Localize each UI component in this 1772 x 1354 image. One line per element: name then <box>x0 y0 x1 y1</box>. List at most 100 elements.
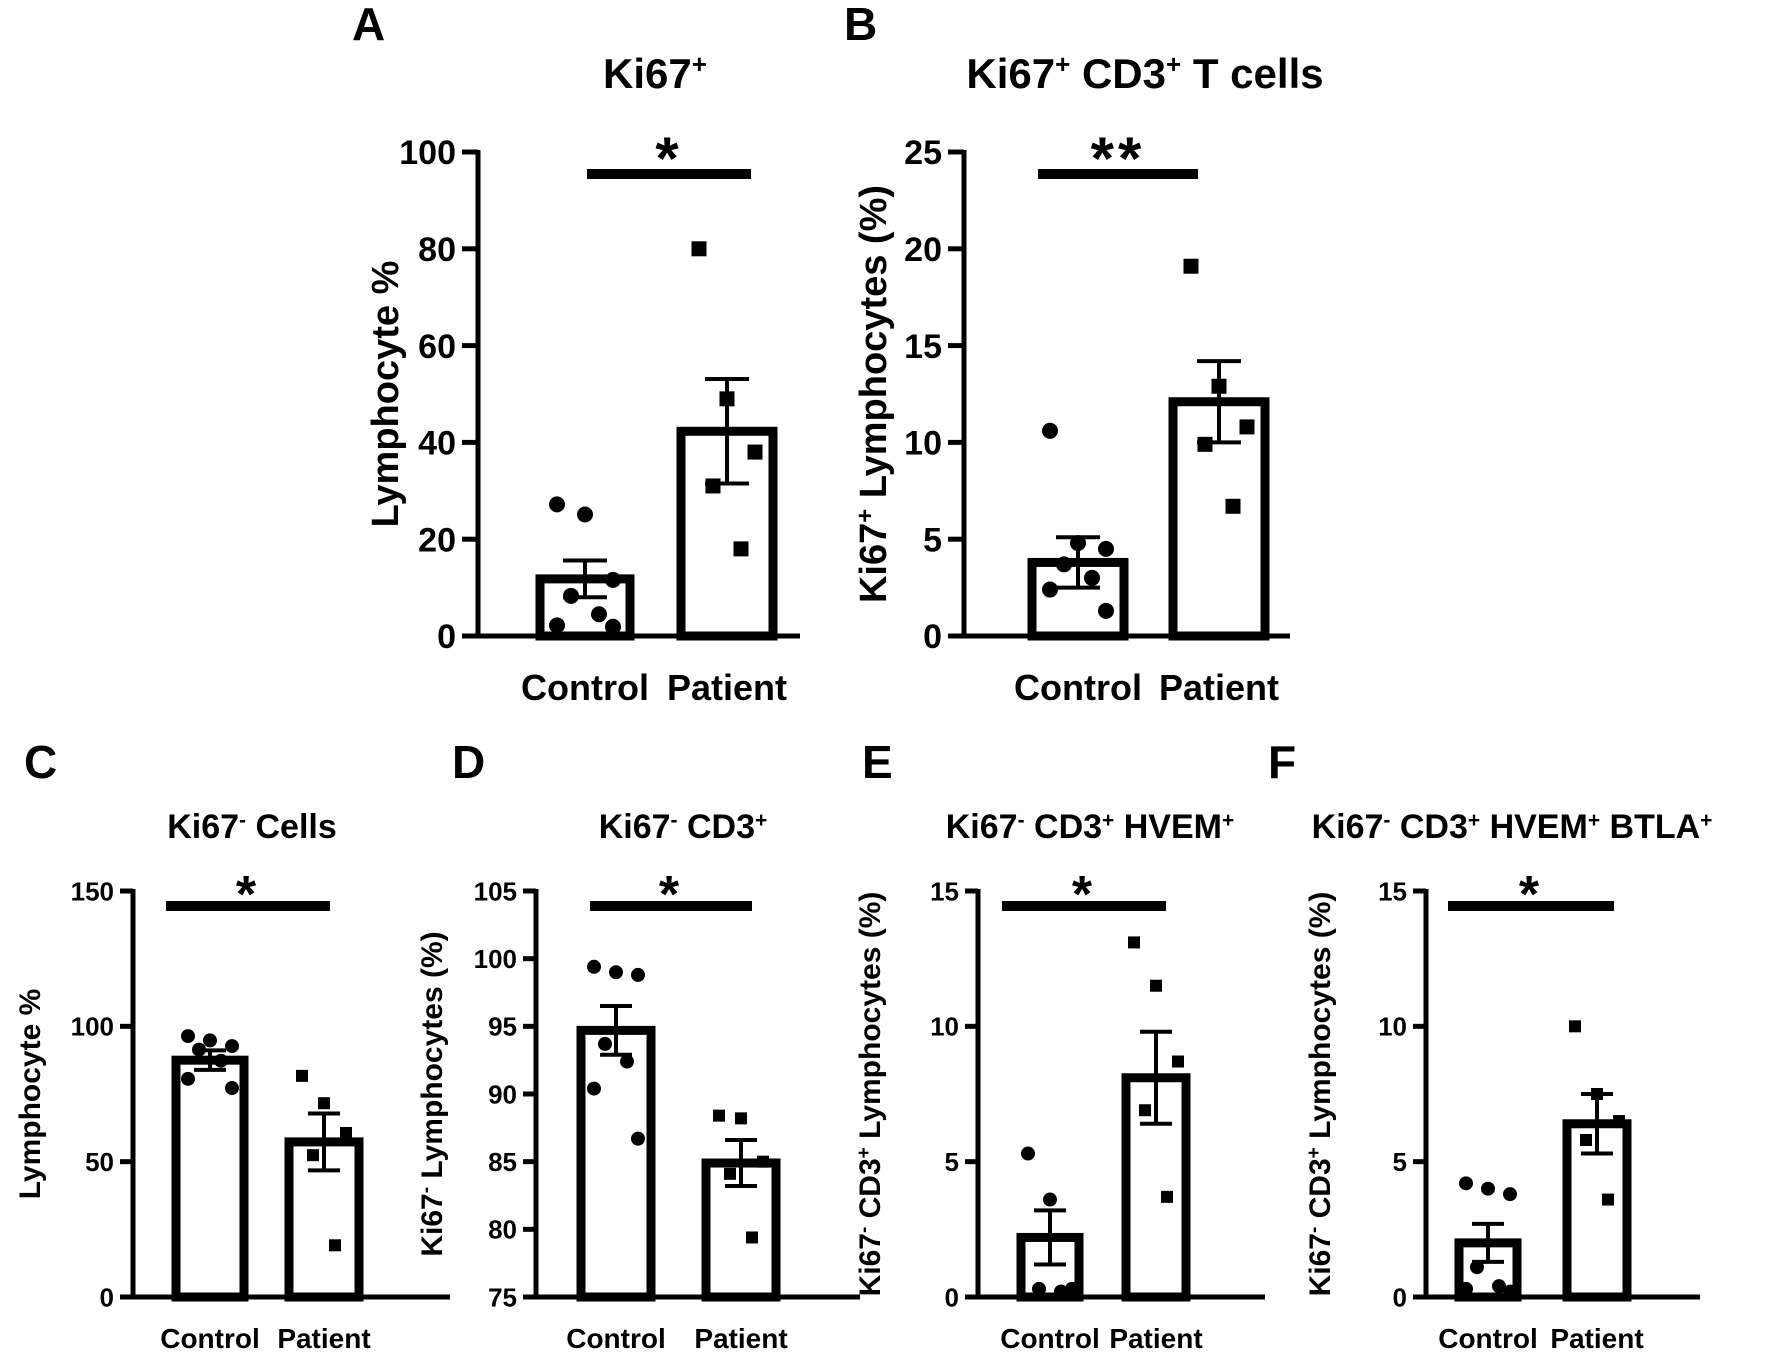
y-tick-label: 50 <box>85 1147 114 1177</box>
y-tick-label: 150 <box>71 876 114 906</box>
y-tick-label: 20 <box>418 521 456 559</box>
panel-letter: A <box>352 0 385 50</box>
data-point-patient <box>1150 979 1162 992</box>
title-part-2: Cells <box>246 808 337 846</box>
y-tick-label: 5 <box>1393 1147 1407 1177</box>
data-point-patient <box>340 1126 352 1139</box>
data-point-control <box>631 1131 645 1146</box>
data-point-control <box>1070 535 1086 552</box>
y-tick-label: 100 <box>399 134 456 172</box>
data-point-patient <box>1128 936 1140 949</box>
data-point-patient <box>705 478 721 494</box>
x-category-label: Control <box>1000 1323 1100 1354</box>
title-sup-5: + <box>1222 809 1234 832</box>
data-point-patient <box>1172 1055 1184 1068</box>
ylabel-part-0: Lymphocyte % <box>365 261 407 528</box>
y-tick-label: 105 <box>474 876 517 906</box>
data-point-control <box>1032 1281 1046 1296</box>
ylabel-part-4: Lymphocytes (%) <box>854 892 887 1148</box>
data-point-patient <box>307 1149 319 1162</box>
ylabel-part-0: Ki67 <box>416 1193 449 1256</box>
y-tick-label: 75 <box>488 1282 517 1312</box>
ylabel-part-0: Ki67 <box>1304 1233 1337 1296</box>
ylabel-sup-3: + <box>1304 1147 1325 1158</box>
x-category-label: Patient <box>694 1323 787 1354</box>
y-tick-label: 10 <box>930 1012 959 1042</box>
y-axis-label: Ki67- Lymphocytes (%) <box>416 931 450 1256</box>
chart-title: Ki67- CD3+ HVEM+ <box>946 808 1235 846</box>
data-point-control <box>225 1081 239 1096</box>
bar-control <box>576 1025 656 1302</box>
title-sup-3: + <box>755 809 767 832</box>
data-point-control <box>1503 1187 1517 1202</box>
data-point-patient <box>713 1109 725 1122</box>
data-point-control <box>1492 1279 1506 1294</box>
data-point-patient <box>1239 419 1255 435</box>
x-category-label: Control <box>1014 667 1142 708</box>
panel-letter: D <box>452 736 485 788</box>
title-part-2: CD3 <box>1390 808 1467 846</box>
title-part-0: Ki67 <box>1312 808 1384 846</box>
data-point-control <box>598 1036 612 1051</box>
y-tick-label: 100 <box>474 944 517 974</box>
title-sup-5: + <box>1588 809 1600 832</box>
data-point-patient <box>1602 1193 1614 1206</box>
panel-letter: C <box>24 736 57 788</box>
data-point-patient <box>1225 498 1241 514</box>
y-axis-label: Ki67- CD3+ Lymphocytes (%) <box>854 892 888 1297</box>
title-sup-1: + <box>692 49 707 79</box>
y-tick-label: 15 <box>930 876 959 906</box>
y-tick-label: 60 <box>418 328 456 366</box>
data-point-patient <box>1613 1115 1625 1128</box>
title-sup-3: + <box>1468 809 1480 832</box>
ylabel-part-2: CD3 <box>1304 1158 1337 1226</box>
y-tick-label: 20 <box>904 231 942 269</box>
title-sup-1: - <box>671 809 678 832</box>
ylabel-sup-1: - <box>854 1227 875 1233</box>
title-sup-7: + <box>1700 809 1712 832</box>
y-tick-label: 10 <box>904 425 942 463</box>
ylabel-part-2: Lymphocytes (%) <box>416 931 449 1187</box>
data-point-control <box>577 506 593 523</box>
data-point-control <box>1459 1176 1473 1191</box>
data-point-control <box>1098 602 1114 619</box>
y-tick-label: 0 <box>923 618 942 656</box>
data-point-control <box>203 1033 217 1048</box>
x-category-label: Patient <box>667 667 787 708</box>
data-point-patient <box>719 391 735 407</box>
chart-title: Ki67- CD3+ <box>599 808 768 846</box>
title-part-0: Ki67 <box>603 50 692 97</box>
title-part-2: CD3 <box>678 808 755 846</box>
title-sup-1: - <box>1018 809 1025 832</box>
data-point-patient <box>735 1112 747 1125</box>
ylabel-part-4: Lymphocytes (%) <box>1304 892 1337 1148</box>
y-axis-label: Ki67+ Lymphocytes (%) <box>852 185 896 603</box>
data-point-control <box>181 1071 195 1086</box>
chart-title: Ki67+ CD3+ T cells <box>966 49 1323 97</box>
data-point-patient <box>747 444 763 460</box>
data-point-control <box>1042 581 1058 598</box>
data-point-control <box>1098 540 1114 557</box>
chart-title: Ki67- Cells <box>167 808 337 846</box>
bar-control <box>171 1055 249 1302</box>
x-category-label: Control <box>566 1323 666 1354</box>
y-tick-label: 5 <box>945 1147 959 1177</box>
data-point-control <box>587 959 601 974</box>
data-point-patient <box>1139 1104 1151 1117</box>
y-axis-label: Lymphocyte % <box>365 261 407 528</box>
significance-stars: * <box>236 866 260 924</box>
title-part-6: BTLA <box>1600 808 1700 846</box>
x-category-label: Patient <box>1550 1323 1643 1354</box>
y-tick-label: 80 <box>488 1215 517 1245</box>
y-tick-label: 0 <box>1393 1282 1407 1312</box>
data-point-control <box>1503 1284 1517 1299</box>
title-sup-3: + <box>1166 49 1181 79</box>
data-point-patient <box>746 1231 758 1244</box>
ylabel-part-0: Ki67 <box>854 1233 887 1296</box>
title-part-4: T cells <box>1181 50 1323 97</box>
